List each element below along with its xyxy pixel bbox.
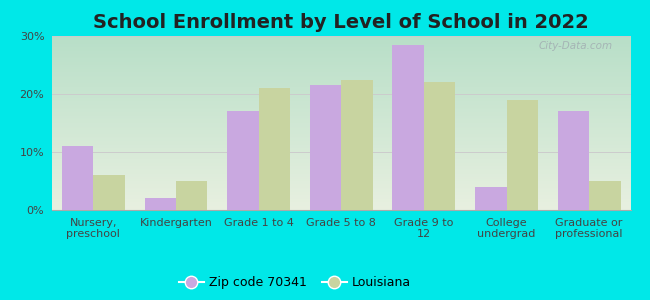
- Bar: [424, 82, 455, 210]
- Bar: [310, 85, 341, 210]
- Bar: [558, 111, 589, 210]
- Bar: [589, 181, 621, 210]
- Bar: [227, 111, 259, 210]
- Bar: [259, 88, 290, 210]
- Bar: [506, 100, 538, 210]
- Bar: [62, 146, 94, 210]
- Bar: [144, 198, 176, 210]
- Bar: [393, 45, 424, 210]
- Bar: [341, 80, 372, 210]
- Legend: Zip code 70341, Louisiana: Zip code 70341, Louisiana: [174, 271, 416, 294]
- Bar: [176, 181, 207, 210]
- Bar: [475, 187, 506, 210]
- Text: City-Data.com: City-Data.com: [539, 41, 613, 51]
- Title: School Enrollment by Level of School in 2022: School Enrollment by Level of School in …: [94, 13, 589, 32]
- Bar: [94, 175, 125, 210]
